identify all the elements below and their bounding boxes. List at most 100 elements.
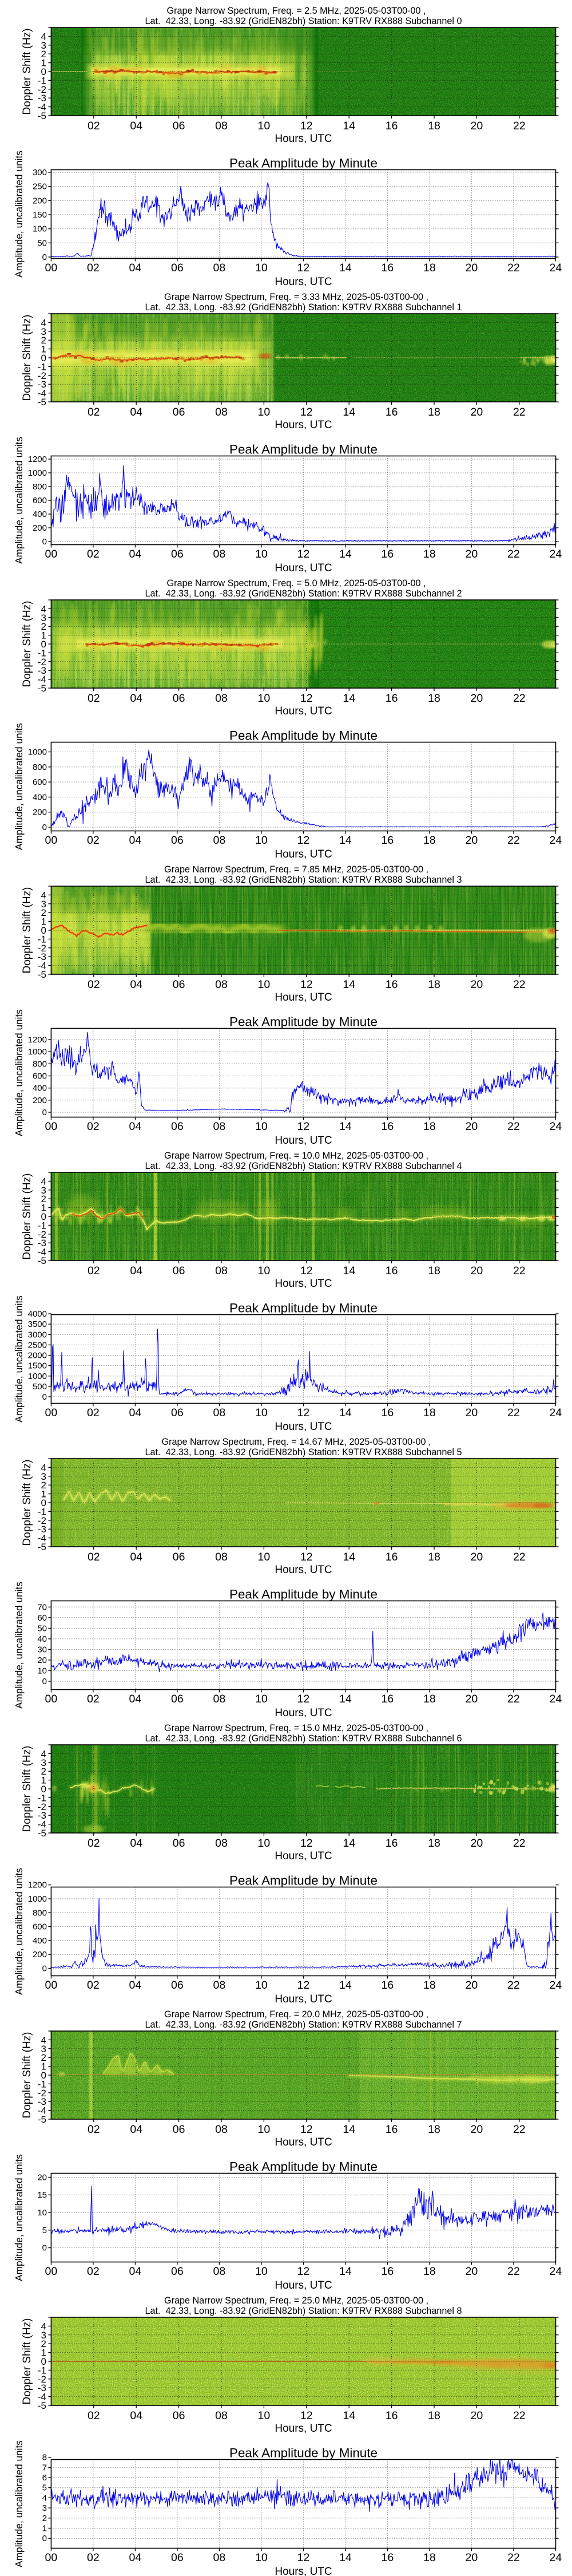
svg-text:20: 20 bbox=[466, 262, 478, 274]
svg-text:00: 00 bbox=[45, 1120, 58, 1133]
svg-text:06: 06 bbox=[171, 1120, 184, 1133]
svg-text:-4: -4 bbox=[38, 388, 46, 399]
svg-text:24: 24 bbox=[550, 262, 562, 274]
svg-text:3: 3 bbox=[41, 899, 46, 910]
svg-text:600: 600 bbox=[33, 1922, 47, 1932]
svg-text:04: 04 bbox=[129, 834, 142, 847]
svg-text:24: 24 bbox=[550, 2265, 562, 2278]
svg-text:Lat. 42.33, Long. -83.92 (Gri: Lat. 42.33, Long. -83.92 (GridEN82bh) St… bbox=[145, 2306, 462, 2316]
svg-text:10: 10 bbox=[255, 1693, 268, 1705]
svg-text:-5: -5 bbox=[38, 1542, 46, 1552]
svg-text:Grape Narrow Spectrum, Freq. =: Grape Narrow Spectrum, Freq. = 25.0 MHz,… bbox=[164, 2296, 428, 2306]
svg-text:16: 16 bbox=[386, 2409, 398, 2422]
svg-text:4: 4 bbox=[41, 1748, 46, 1759]
svg-text:-1: -1 bbox=[38, 1220, 46, 1231]
svg-text:-3: -3 bbox=[38, 93, 46, 104]
svg-text:Amplitude, uncalibrated units: Amplitude, uncalibrated units bbox=[13, 2154, 25, 2281]
svg-text:06: 06 bbox=[171, 2551, 184, 2564]
svg-text:18: 18 bbox=[428, 2123, 440, 2136]
svg-text:4: 4 bbox=[41, 890, 46, 900]
svg-text:1: 1 bbox=[41, 630, 46, 641]
svg-text:08: 08 bbox=[213, 834, 226, 847]
svg-text:22: 22 bbox=[513, 978, 526, 991]
svg-text:20: 20 bbox=[471, 2409, 483, 2422]
svg-text:3: 3 bbox=[41, 2044, 46, 2055]
svg-text:Lat. 42.33, Long. -83.92 (Gri: Lat. 42.33, Long. -83.92 (GridEN82bh) St… bbox=[145, 1447, 462, 1457]
svg-text:14: 14 bbox=[339, 1693, 352, 1705]
svg-text:04: 04 bbox=[130, 2123, 142, 2136]
svg-text:Hours, UTC: Hours, UTC bbox=[275, 2566, 332, 2576]
svg-text:Hours, UTC: Hours, UTC bbox=[275, 1421, 332, 1431]
svg-text:Hours, UTC: Hours, UTC bbox=[275, 705, 332, 716]
svg-text:5: 5 bbox=[42, 2226, 47, 2235]
svg-text:10: 10 bbox=[258, 1265, 271, 1277]
svg-text:2: 2 bbox=[41, 335, 46, 346]
svg-text:Lat. 42.33, Long. -83.92 (Gri: Lat. 42.33, Long. -83.92 (GridEN82bh) St… bbox=[145, 1733, 462, 1744]
svg-text:02: 02 bbox=[88, 120, 100, 132]
svg-text:16: 16 bbox=[382, 2265, 394, 2278]
svg-text:02: 02 bbox=[88, 406, 100, 418]
svg-text:Peak Amplitude by Minute: Peak Amplitude by Minute bbox=[229, 2446, 378, 2460]
svg-text:Doppler Shift (Hz): Doppler Shift (Hz) bbox=[21, 887, 33, 974]
svg-text:08: 08 bbox=[213, 262, 226, 274]
svg-text:00: 00 bbox=[45, 548, 58, 560]
svg-text:20: 20 bbox=[471, 692, 483, 705]
svg-text:18: 18 bbox=[423, 1979, 436, 1992]
svg-text:02: 02 bbox=[87, 2551, 100, 2564]
svg-text:12: 12 bbox=[297, 1406, 310, 1419]
svg-text:-3: -3 bbox=[38, 379, 46, 390]
svg-text:22: 22 bbox=[507, 1120, 520, 1133]
svg-text:00: 00 bbox=[45, 834, 58, 847]
svg-text:-2: -2 bbox=[38, 2374, 46, 2385]
svg-text:1200: 1200 bbox=[28, 1035, 47, 1045]
svg-text:600: 600 bbox=[33, 1072, 47, 1081]
svg-text:Hours, UTC: Hours, UTC bbox=[275, 1993, 332, 2004]
svg-text:Doppler Shift (Hz): Doppler Shift (Hz) bbox=[21, 29, 33, 115]
svg-text:02: 02 bbox=[87, 262, 100, 274]
svg-text:-4: -4 bbox=[38, 102, 46, 113]
svg-text:10: 10 bbox=[37, 1666, 47, 1676]
svg-text:12: 12 bbox=[300, 120, 313, 132]
svg-text:0: 0 bbox=[42, 1392, 47, 1402]
svg-text:1000: 1000 bbox=[28, 1894, 47, 1904]
svg-text:-4: -4 bbox=[38, 2105, 46, 2116]
svg-text:40: 40 bbox=[37, 1634, 47, 1644]
svg-text:04: 04 bbox=[129, 262, 142, 274]
svg-text:0: 0 bbox=[42, 1108, 47, 1117]
svg-text:Doppler Shift (Hz): Doppler Shift (Hz) bbox=[21, 2032, 33, 2119]
svg-text:Lat. 42.33, Long. -83.92 (Gri: Lat. 42.33, Long. -83.92 (GridEN82bh) St… bbox=[145, 2020, 462, 2030]
svg-text:04: 04 bbox=[130, 1837, 142, 1850]
svg-text:04: 04 bbox=[129, 1120, 142, 1133]
svg-text:10: 10 bbox=[255, 262, 268, 274]
svg-text:12: 12 bbox=[300, 1265, 313, 1277]
svg-text:0: 0 bbox=[41, 353, 46, 364]
svg-text:18: 18 bbox=[423, 834, 436, 847]
svg-text:-2: -2 bbox=[38, 943, 46, 954]
svg-text:Peak Amplitude by Minute: Peak Amplitude by Minute bbox=[229, 1301, 378, 1315]
svg-text:04: 04 bbox=[130, 1551, 142, 1563]
svg-text:4: 4 bbox=[41, 2321, 46, 2332]
svg-text:20: 20 bbox=[466, 1979, 478, 1992]
svg-text:Amplitude, uncalibrated units: Amplitude, uncalibrated units bbox=[13, 437, 25, 564]
svg-text:-1: -1 bbox=[38, 2079, 46, 2089]
svg-text:Lat. 42.33, Long. -83.92 (Gri: Lat. 42.33, Long. -83.92 (GridEN82bh) St… bbox=[145, 16, 462, 26]
svg-text:1: 1 bbox=[41, 916, 46, 927]
svg-text:10: 10 bbox=[37, 2208, 47, 2218]
svg-text:20: 20 bbox=[471, 1837, 483, 1850]
svg-text:800: 800 bbox=[33, 1059, 47, 1069]
svg-text:14: 14 bbox=[343, 2409, 355, 2422]
svg-text:5: 5 bbox=[42, 2483, 47, 2493]
svg-text:16: 16 bbox=[382, 1120, 394, 1133]
svg-text:06: 06 bbox=[171, 1979, 184, 1992]
svg-text:3: 3 bbox=[41, 40, 46, 51]
svg-text:18: 18 bbox=[423, 2551, 436, 2564]
svg-text:02: 02 bbox=[88, 978, 100, 991]
svg-text:4: 4 bbox=[41, 31, 46, 42]
svg-text:-1: -1 bbox=[38, 1792, 46, 1803]
svg-text:18: 18 bbox=[423, 548, 436, 560]
svg-text:250: 250 bbox=[33, 182, 47, 192]
svg-text:02: 02 bbox=[88, 1551, 100, 1563]
svg-text:Peak Amplitude by Minute: Peak Amplitude by Minute bbox=[229, 442, 378, 457]
svg-text:4: 4 bbox=[41, 1176, 46, 1187]
svg-text:14: 14 bbox=[339, 1120, 352, 1133]
